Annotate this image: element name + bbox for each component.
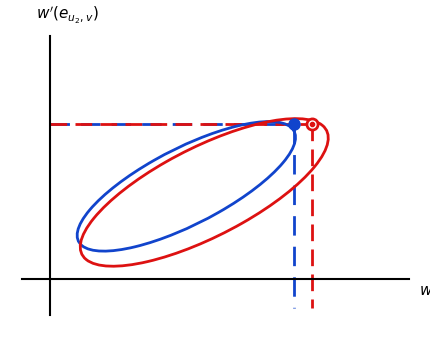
Text: $w'(e_{u_2,v})$: $w'(e_{u_2,v})$ [36,5,98,26]
Text: $w'(e_{u_1,v})$: $w'(e_{u_1,v})$ [419,281,430,303]
